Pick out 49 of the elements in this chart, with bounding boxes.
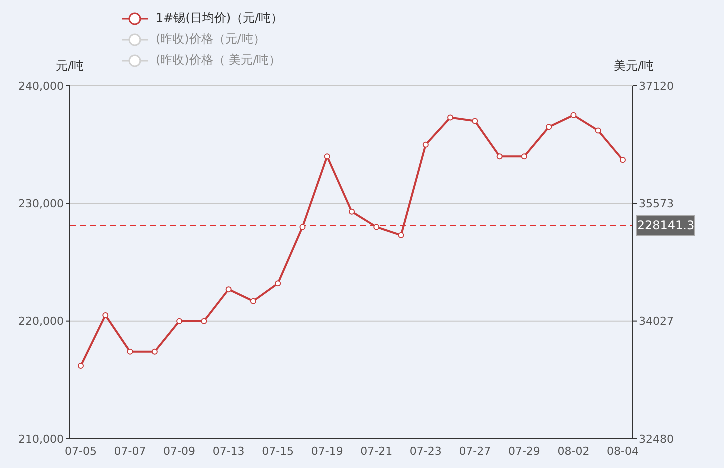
y-tick-label: 230,000 — [18, 198, 64, 211]
point — [324, 154, 330, 160]
point — [448, 114, 454, 121]
point — [546, 124, 552, 130]
legend-label: (昨收)价格（ 美元/吨） — [156, 52, 282, 69]
y-tick-label: 210,000 — [18, 432, 64, 446]
y2-tick-label: 32480 — [639, 432, 674, 446]
point — [570, 112, 577, 118]
y-tick-label: 240,000 — [18, 80, 64, 93]
point — [374, 224, 380, 230]
point — [422, 142, 429, 148]
point — [275, 280, 282, 287]
y2-axis-title: 美元/吨 — [614, 58, 654, 75]
x-tick-label: 07-27 — [459, 444, 492, 458]
x-tick-label: 08-04 — [607, 444, 639, 458]
point — [620, 157, 626, 164]
legend-label: 1#锡(日均价)（元/吨） — [156, 10, 284, 27]
point — [176, 318, 183, 324]
y2-tick-label: 34027 — [639, 315, 674, 328]
point — [152, 348, 158, 355]
x-tick-label: 07-09 — [164, 444, 196, 458]
x-tick-label: 07-15 — [262, 444, 294, 458]
point — [595, 128, 602, 134]
point — [250, 298, 256, 304]
y2-tick-label: 37120 — [639, 80, 674, 93]
y2-tick-label: 35573 — [639, 198, 674, 211]
ref-line-label: 228141.3 — [637, 218, 695, 233]
point — [398, 232, 404, 238]
point — [201, 318, 208, 324]
x-tick-label: 08-02 — [558, 444, 590, 458]
point — [127, 348, 134, 355]
point — [226, 286, 232, 293]
legend-label: (昨收)价格（元/吨） — [156, 31, 266, 48]
point — [496, 154, 503, 160]
x-tick-label: 07-07 — [114, 444, 146, 458]
point — [349, 208, 355, 215]
point — [300, 224, 306, 230]
y-tick-label: 220,000 — [18, 315, 64, 328]
x-tick-label: 07-05 — [65, 444, 97, 458]
x-tick-label: 07-21 — [360, 444, 393, 458]
x-tick-label: 07-13 — [212, 444, 245, 458]
x-tick-label: 07-23 — [410, 444, 442, 458]
x-tick-label: 07-29 — [508, 444, 540, 458]
point — [521, 154, 528, 160]
x-tick-label: 07-19 — [311, 444, 344, 458]
point — [102, 312, 109, 318]
point — [472, 118, 478, 124]
y-axis-title: 元/吨 — [56, 58, 84, 75]
point — [78, 363, 84, 370]
